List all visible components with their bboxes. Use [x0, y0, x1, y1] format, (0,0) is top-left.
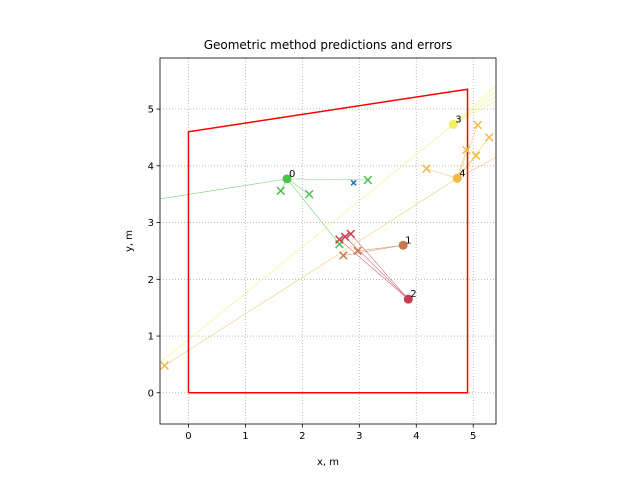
- x-tick-label: 5: [470, 431, 476, 442]
- plot-frame: [159, 57, 497, 425]
- source-marker: [398, 240, 408, 250]
- x-tick-label: 4: [413, 431, 419, 442]
- prediction-marker: [160, 361, 169, 370]
- prediction-marker: [471, 151, 481, 160]
- y-tick-label: 0: [148, 388, 154, 399]
- error-line: [164, 178, 458, 366]
- source-label: 4: [459, 168, 465, 179]
- error-line: [160, 178, 288, 200]
- x-axis-label: x, m: [317, 457, 339, 468]
- prediction-marker: [484, 133, 494, 142]
- y-tick-label: 3: [148, 218, 154, 229]
- prediction-marker: [462, 145, 471, 155]
- x-tick-label: 1: [242, 431, 248, 442]
- prediction-marker: [473, 120, 483, 130]
- error-line: [350, 233, 409, 300]
- source-label: 3: [455, 114, 461, 125]
- y-axis-ticks: 0 1 2 3 4 5: [148, 105, 160, 399]
- boundary-line: [187, 88, 469, 394]
- source-marker: [403, 294, 413, 304]
- y-tick-label: 1: [148, 332, 154, 343]
- chart-title: Geometric method predictions and errors: [204, 38, 453, 52]
- error-line: [453, 100, 496, 125]
- x-tick-label: 3: [356, 431, 362, 442]
- prediction-marker: [363, 175, 373, 185]
- reference-marker: [350, 179, 357, 186]
- prediction-marker: [422, 164, 431, 173]
- prediction-marker: [353, 246, 362, 256]
- x-tick-label: 0: [185, 431, 191, 442]
- error-line: [286, 178, 340, 245]
- source-marker: [448, 119, 458, 129]
- source-marker: [452, 173, 462, 183]
- error-line: [286, 178, 368, 181]
- error-line: [453, 95, 496, 125]
- error-line: [453, 85, 496, 125]
- point-labels: 0 1 2 3 4: [289, 114, 466, 300]
- error-line: [426, 168, 458, 179]
- x-axis-ticks: 0 1 2 3 4 5: [185, 424, 476, 442]
- plot-background: [160, 58, 496, 424]
- y-axis-label: y, m: [124, 230, 135, 252]
- prediction-marker: [340, 232, 350, 242]
- prediction-marker: [339, 251, 348, 260]
- prediction-marker: [335, 235, 344, 244]
- error-line: [339, 239, 409, 300]
- source-label: 1: [405, 235, 411, 246]
- error-line: [453, 90, 496, 125]
- x-tick-label: 2: [299, 431, 305, 442]
- error-line: [343, 244, 404, 256]
- source-label: 0: [289, 169, 295, 180]
- prediction-marker: [346, 229, 356, 239]
- plot-area: 0 1 2 3 4 0 1 2 3 4 5 0 1 2 3 4 5: [148, 57, 497, 442]
- y-tick-label: 5: [148, 105, 154, 116]
- y-tick-label: 4: [148, 161, 154, 172]
- prediction-marker: [276, 186, 286, 196]
- error-line: [457, 157, 496, 179]
- source-marker: [282, 174, 292, 184]
- prediction-marker: [304, 189, 314, 199]
- room-boundary: [187, 88, 469, 394]
- error-line: [344, 236, 409, 300]
- error-line: [160, 124, 454, 364]
- y-tick-label: 2: [148, 275, 154, 286]
- source-label: 2: [410, 289, 416, 300]
- markers: [160, 119, 494, 370]
